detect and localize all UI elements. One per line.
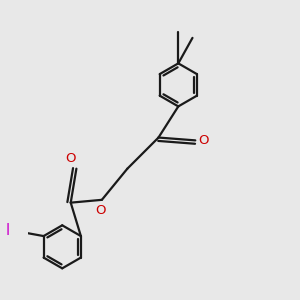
Text: I: I [5,223,10,238]
Text: O: O [198,134,208,147]
Text: O: O [65,152,76,165]
Text: O: O [95,204,105,217]
